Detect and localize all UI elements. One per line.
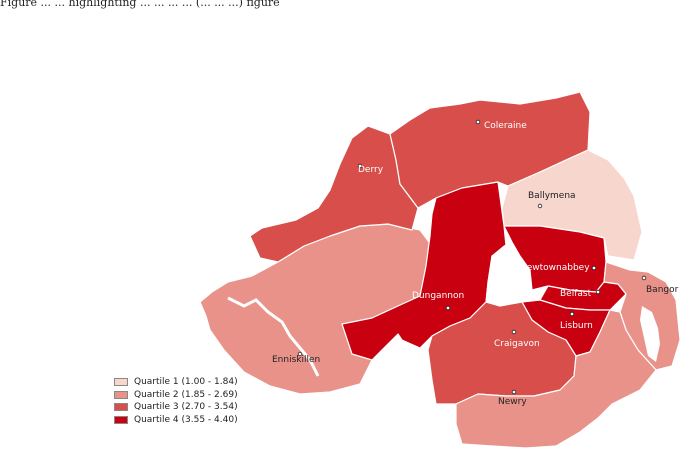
legend-label: Quartile 2 (1.85 - 2.69) — [134, 389, 238, 400]
figure-caption: Figure ... ... highlighting ... ... ... … — [0, 0, 280, 9]
legend-swatch-q2 — [114, 390, 128, 399]
legend-label: Quartile 3 (2.70 - 3.54) — [134, 402, 238, 413]
town-marker-coleraine — [475, 119, 481, 125]
town-label-craigavon: Craigavon — [494, 339, 540, 349]
legend: Quartile 1 (1.00 - 1.84) Quartile 2 (1.8… — [114, 376, 238, 426]
legend-label: Quartile 4 (3.55 - 4.40) — [134, 414, 238, 425]
town-marker-enniskillen — [297, 351, 303, 357]
town-marker-lisburn — [569, 311, 575, 317]
town-label-newry: Newry — [498, 397, 527, 407]
town-marker-newtownabbey — [591, 265, 597, 271]
legend-row: Quartile 1 (1.00 - 1.84) — [114, 376, 238, 389]
town-label-coleraine: Coleraine — [484, 121, 527, 131]
legend-row: Quartile 4 (3.55 - 4.40) — [114, 414, 238, 427]
legend-swatch-q3 — [114, 403, 128, 412]
legend-label: Quartile 1 (1.00 - 1.84) — [134, 377, 238, 388]
strangford-lough — [640, 306, 660, 362]
town-marker-belfast — [595, 289, 601, 295]
lough-erne — [227, 296, 320, 377]
town-label-dungannon: Dungannon — [412, 291, 464, 301]
town-marker-craigavon — [511, 329, 517, 335]
legend-row: Quartile 3 (2.70 - 3.54) — [114, 401, 238, 414]
town-label-ballymena: Ballymena — [528, 191, 576, 201]
town-label-enniskillen: Enniskillen — [272, 355, 320, 365]
town-marker-ballymena — [537, 203, 543, 209]
town-marker-bangor — [641, 275, 647, 281]
legend-swatch-q1 — [114, 378, 128, 387]
town-marker-derry — [357, 163, 363, 169]
town-label-lisburn: Lisburn — [560, 321, 593, 331]
town-label-derry: Derry — [358, 165, 384, 175]
town-label-bangor: Bangor — [646, 285, 679, 295]
town-marker-newry — [511, 389, 517, 395]
region-dungannon[interactable] — [341, 181, 507, 361]
town-label-belfast: Belfast — [560, 289, 592, 299]
town-marker-dungannon — [445, 305, 451, 311]
region-newry[interactable] — [455, 309, 657, 449]
legend-swatch-q4 — [114, 415, 128, 424]
legend-row: Quartile 2 (1.85 - 2.69) — [114, 389, 238, 402]
town-label-newtownabbey: Newtownabbey — [520, 263, 590, 273]
